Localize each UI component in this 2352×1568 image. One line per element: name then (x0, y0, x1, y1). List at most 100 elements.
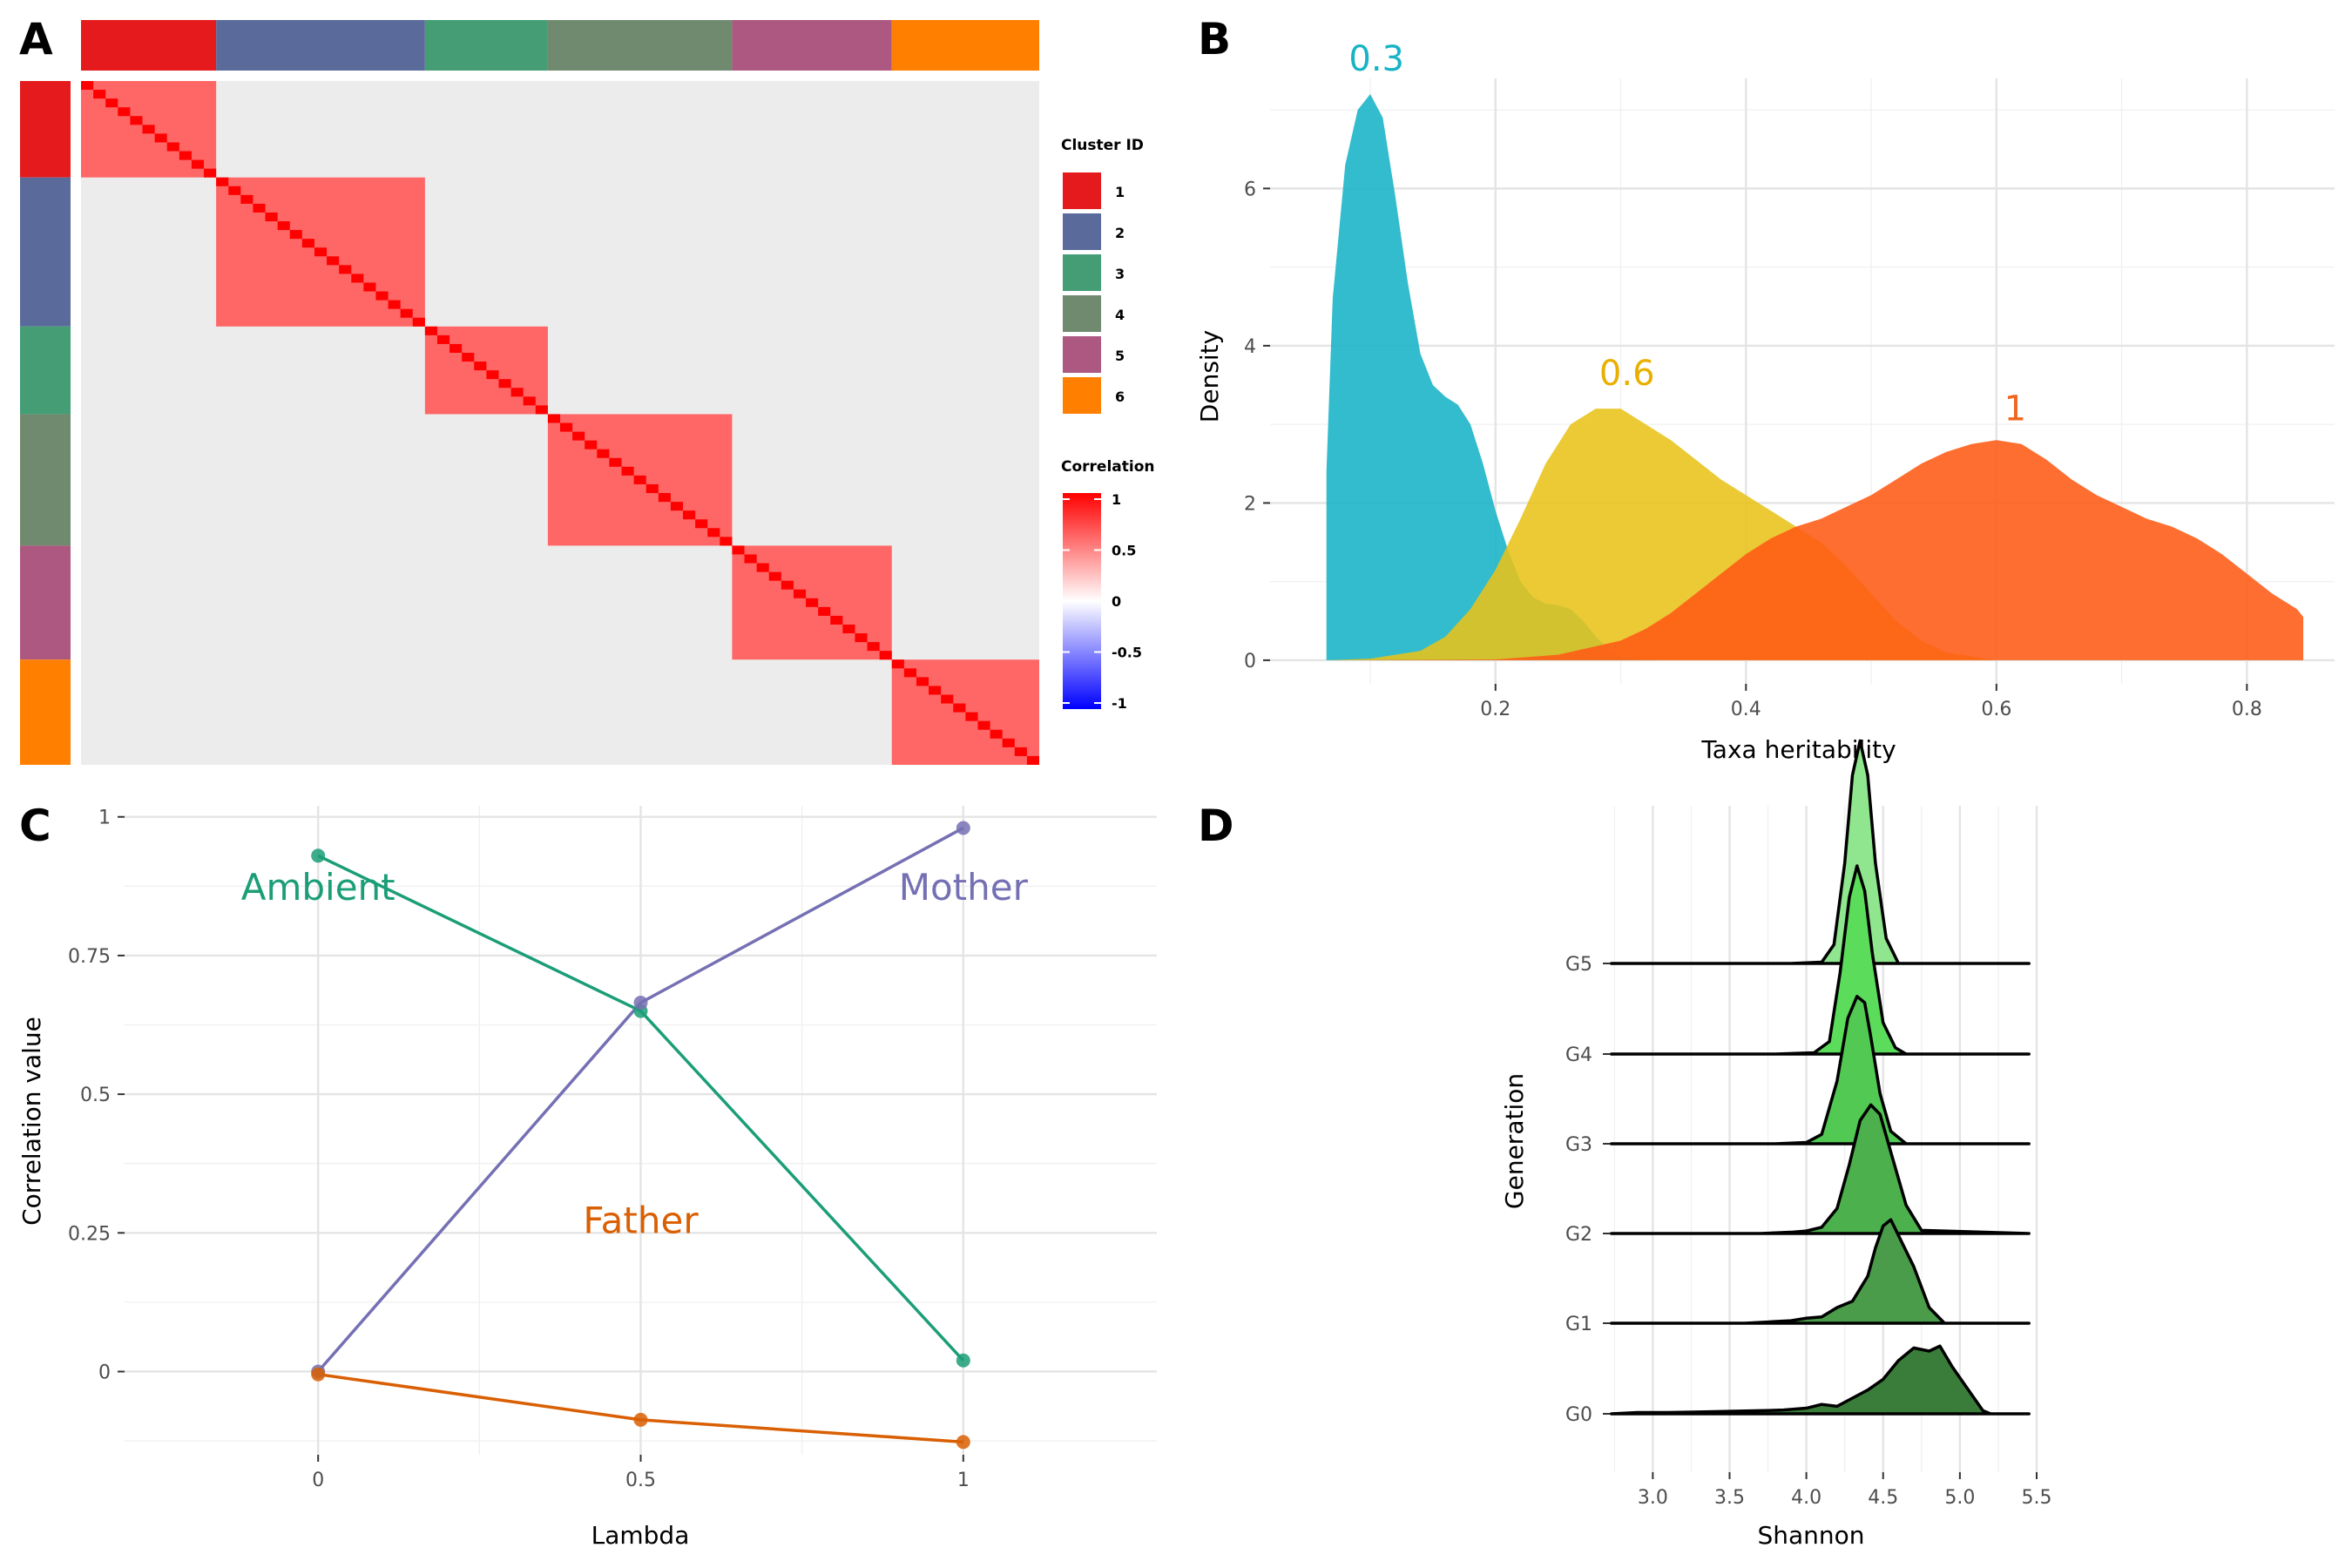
diagonal-cell (855, 633, 868, 643)
diagonal-cell (941, 694, 954, 704)
cluster-bar-top (81, 20, 217, 71)
density-annotation: 0.6 (1599, 354, 1655, 394)
cluster-legend-swatch (1063, 254, 1101, 291)
diagonal-cell (142, 125, 155, 134)
heatmap-diagonal (81, 81, 1039, 765)
diagonal-cell (793, 589, 807, 598)
cluster-bar-left (20, 659, 71, 765)
ridge-g3 (1610, 995, 2031, 1146)
y-tick-label: 0.5 (80, 1085, 111, 1106)
correlation-colorbar: 1 0.5 0 -0.5 -1 (1063, 491, 1142, 712)
diagonal-cell (375, 291, 389, 301)
diagonal-cell (929, 686, 942, 695)
diagonal-cell (105, 98, 118, 108)
cluster-legend-label: 4 (1115, 307, 1125, 323)
diagonal-cell (166, 142, 179, 152)
colorbar-tick-label: -1 (1112, 695, 1127, 712)
diagonal-cell (990, 729, 1003, 739)
diagonal-cell (462, 352, 475, 362)
cluster-legend-label: 6 (1115, 389, 1125, 405)
cluster-bar-top (547, 20, 733, 71)
cluster-legend-swatch (1063, 377, 1101, 414)
x-tick-label: 3.5 (1714, 1487, 1745, 1509)
diagonal-cell (216, 177, 229, 186)
cluster-legend-title: Cluster ID (1061, 137, 1144, 154)
diagonal-cell (314, 247, 328, 257)
diagonal-cell (768, 571, 781, 581)
diagonal-cell (683, 510, 696, 520)
density-areas (1326, 94, 2304, 660)
diagonal-cell (277, 221, 290, 231)
y-tick-label: 0.75 (68, 946, 111, 968)
x-tick-label: 3.0 (1638, 1487, 1668, 1509)
diagonal-cell (388, 300, 401, 309)
diagonal-cell (498, 379, 511, 389)
density-area-1 (1326, 440, 2304, 660)
x-tick-label: 5.0 (1944, 1487, 1975, 1509)
density-annotation: 1 (2004, 389, 2026, 429)
x-tick-label: 4.5 (1868, 1487, 1898, 1509)
y-tick-label: 0 (98, 1362, 111, 1383)
y-tick-label: 4 (1244, 336, 1256, 358)
cluster-legend-label: 3 (1115, 266, 1125, 282)
series-point-father (311, 1367, 326, 1382)
series-point-father (956, 1435, 970, 1450)
x-axis-label: Shannon (1757, 1521, 1864, 1550)
diagonal-cell (977, 720, 990, 730)
diagonal-cell (818, 606, 831, 616)
x-tick-label: 0.8 (2232, 699, 2262, 720)
diagonal-cell (879, 651, 892, 660)
diagonal-cell (412, 317, 425, 327)
x-tick-label: 0.4 (1731, 699, 1761, 720)
ridge-g5 (1610, 739, 2031, 965)
series-point-mother (956, 821, 970, 835)
x-axis-label: Lambda (591, 1521, 690, 1550)
cluster-bar-top (424, 20, 548, 71)
x-tick-label: 1 (957, 1470, 970, 1491)
panel-label-c: C (19, 801, 51, 851)
diagonal-cell (658, 493, 671, 503)
diagonal-cell (265, 212, 278, 222)
diagonal-cell (301, 239, 314, 248)
diagonal-cell (1002, 738, 1015, 747)
line-series (311, 821, 970, 1450)
diagonal-cell (191, 159, 205, 169)
colorbar-tick-label: 0.5 (1112, 543, 1136, 559)
line-ticks: 0 0.5 1 0 0.25 0.5 0.75 1 (68, 808, 970, 1491)
panel-label-a: A (19, 14, 53, 64)
y-tick-label: G4 (1565, 1044, 1592, 1066)
y-tick-label: 2 (1244, 493, 1256, 515)
series-point-mother (633, 996, 648, 1010)
y-axis-label: Density (1195, 330, 1224, 422)
ridgeline-ticks: 3.0 3.5 4.0 4.5 5.0 5.5 G0 G1 G2 G3 G4 G5 (1565, 954, 2052, 1509)
colorbar-tick-label: 0 (1112, 593, 1121, 610)
y-tick-label: G5 (1565, 954, 1592, 976)
diagonal-cell (154, 133, 167, 143)
series-annotation: Father (583, 1199, 699, 1241)
ridge-g1 (1610, 1218, 2031, 1325)
diagonal-cell (707, 528, 720, 537)
diagonal-cell (756, 563, 769, 572)
ridge-g4 (1610, 864, 2031, 1056)
y-tick-label: 1 (98, 808, 111, 829)
y-tick-label: G3 (1565, 1134, 1592, 1156)
diagonal-cell (204, 168, 217, 178)
diagonal-cell (633, 475, 646, 484)
diagonal-cell (720, 537, 733, 546)
density-area-0.3 (1326, 94, 1672, 660)
cluster-legend-label: 5 (1115, 348, 1125, 364)
diagonal-cell (1014, 747, 1027, 756)
heatmap-legend: Cluster ID 1 2 3 4 5 6 Correlation 1 0.5 0 -0.5 -… (1061, 137, 1155, 712)
x-tick-label: 0.2 (1480, 699, 1511, 720)
heatmap-panel: Cluster ID 1 2 3 4 5 6 Correlation 1 0.5 0 -0.5 -… (20, 20, 1155, 765)
cluster-legend-label: 1 (1115, 184, 1125, 200)
density-annotation: 0.3 (1348, 39, 1404, 79)
diagonal-cell (806, 598, 819, 607)
diagonal-cell (240, 194, 253, 204)
diagonal-cell (891, 659, 904, 669)
diagonal-cell (351, 274, 364, 283)
density-ticks: 0.2 0.4 0.6 0.8 0 2 4 6 (1244, 179, 2262, 720)
colorbar-tick-label: 1 (1112, 491, 1121, 508)
y-tick-label: G1 (1565, 1314, 1592, 1335)
cluster-bar-top (891, 20, 1039, 71)
